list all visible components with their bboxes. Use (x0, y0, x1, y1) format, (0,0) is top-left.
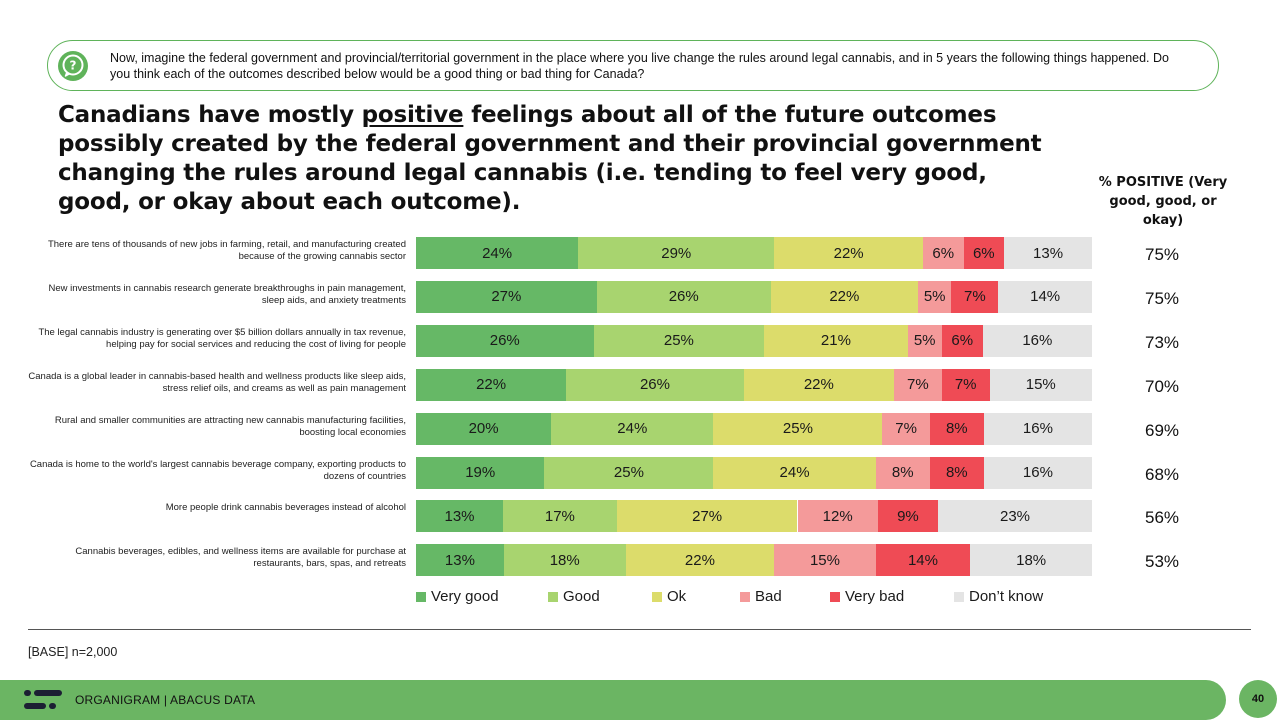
bar-segment-ok: 22% (743, 368, 894, 401)
legend-swatch (954, 591, 964, 602)
bar-segment-don-t-know: 16% (983, 456, 1092, 489)
positive-value: 68% (1144, 464, 1180, 484)
positive-value: 75% (1144, 288, 1180, 308)
legend-label: Ok (667, 588, 687, 605)
bar-segment-good: 18% (503, 544, 626, 577)
bar-segment-don-t-know: 13% (1004, 237, 1092, 269)
row-label: New investments in cannabis research gen… (48, 282, 406, 306)
footer-divider (28, 629, 1251, 630)
bar-segment-very-good: 13% (416, 500, 503, 533)
legend-label: Good (563, 588, 600, 605)
positive-header: % POSITIVE (Very good, good, or okay) (1098, 175, 1228, 228)
legend-item: Very bad (830, 588, 904, 605)
bar-segment-ok: 22% (625, 544, 775, 577)
bar-segment-ok: 22% (770, 280, 918, 313)
bar-segment-good: 26% (566, 368, 744, 401)
question-icon: ? (58, 51, 88, 81)
footer-bar: ORGANIGRAM | ABACUS DATA (0, 680, 1226, 720)
legend-swatch (652, 591, 662, 602)
bar-segment-good: 24% (551, 412, 714, 445)
headline-after: feelings about all of the future outcome… (58, 102, 1042, 215)
legend-item: Good (548, 588, 600, 605)
footer-text: ORGANIGRAM | ABACUS DATA (75, 693, 256, 707)
bar-segment-very-good: 27% (416, 280, 597, 313)
legend-label: Very bad (845, 588, 905, 605)
bar-segment-bad: 5% (907, 324, 942, 357)
positive-value: 73% (1144, 332, 1180, 352)
bar-segment-very-bad: 7% (941, 368, 990, 401)
bar-segment-ok: 27% (616, 500, 798, 533)
bar-segment-ok: 22% (774, 237, 923, 269)
bar-segment-bad: 15% (774, 544, 876, 577)
organigram-logo-icon (24, 690, 62, 709)
positive-value: 53% (1144, 552, 1180, 572)
legend-swatch (740, 591, 750, 602)
legend-item: Ok (652, 588, 686, 605)
positive-value: 69% (1144, 420, 1180, 440)
row-label: Canada is a global leader in cannabis-ba… (28, 370, 406, 394)
bar-segment-bad: 7% (893, 368, 942, 401)
bar-segment-ok: 24% (713, 456, 876, 489)
bar-segment-very-bad: 6% (941, 324, 983, 357)
bar-segment-bad: 7% (882, 412, 930, 445)
headline-emphasis: positive (361, 102, 464, 128)
bar-segment-bad: 8% (875, 456, 930, 489)
legend-label: Don’t know (969, 588, 1044, 605)
row-label: More people drink cannabis beverages ins… (165, 502, 406, 514)
question-box: ? Now, imagine the federal government an… (47, 40, 1219, 91)
bar-segment-very-good: 13% (416, 544, 504, 577)
bar-segment-bad: 5% (917, 280, 952, 313)
legend-label: Very good (431, 588, 499, 605)
row-label: Rural and smaller communities are attrac… (54, 414, 406, 438)
svg-text:?: ? (70, 59, 77, 73)
bar-segment-good: 17% (503, 500, 617, 533)
bar-segment-good: 26% (596, 280, 771, 313)
bar-segment-ok: 25% (713, 412, 883, 445)
bar-segment-very-bad: 9% (877, 500, 939, 533)
row-label: Canada is home to the world's largest ca… (29, 458, 406, 482)
bar-segment-don-t-know: 23% (938, 500, 1092, 533)
bar-segment-don-t-know: 18% (970, 544, 1092, 577)
positive-value: 75% (1144, 245, 1180, 264)
legend-item: Bad (740, 588, 782, 605)
bar-segment-good: 25% (593, 324, 765, 357)
bar-segment-good: 25% (544, 456, 714, 489)
legend-swatch (548, 591, 558, 602)
bar-segment-very-good: 19% (416, 456, 545, 489)
row-label: Cannabis beverages, edibles, and wellnes… (75, 546, 406, 570)
legend-item: Very good (416, 588, 499, 605)
bar-segment-very-bad: 8% (929, 412, 984, 445)
bar-segment-good: 29% (578, 237, 775, 269)
question-text: Now, imagine the federal government and … (110, 51, 1169, 81)
bar-segment-very-good: 26% (416, 324, 594, 357)
legend-label: Bad (755, 588, 782, 605)
headline: Canadians have mostly positive feelings … (58, 101, 1058, 217)
page-number: 40 (1239, 680, 1277, 718)
legend-swatch (416, 591, 426, 602)
row-label: There are tens of thousands of new jobs … (47, 239, 406, 262)
bar-segment-very-good: 20% (416, 412, 552, 445)
positive-value: 56% (1144, 508, 1180, 528)
bar-segment-don-t-know: 16% (982, 324, 1092, 357)
bar-segment-very-good: 24% (416, 237, 579, 269)
bar-segment-very-bad: 7% (951, 280, 999, 313)
bar-segment-very-bad: 8% (929, 456, 984, 489)
bar-segment-bad: 6% (923, 237, 964, 269)
bar-segment-don-t-know: 16% (983, 412, 1092, 445)
legend-swatch (830, 591, 840, 602)
bar-segment-don-t-know: 15% (989, 368, 1092, 401)
bar-segment-ok: 21% (764, 324, 908, 357)
bar-segment-very-bad: 6% (963, 237, 1005, 269)
legend-item: Don’t know (954, 588, 1043, 605)
headline-before: Canadians have mostly (58, 102, 362, 128)
bar-segment-don-t-know: 14% (998, 280, 1092, 313)
bar-segment-very-good: 22% (416, 368, 567, 401)
row-label: The legal cannabis industry is generatin… (38, 326, 406, 350)
positive-value: 70% (1144, 376, 1180, 396)
bar-segment-bad: 12% (797, 500, 878, 533)
base-note: [BASE] n=2,000 (28, 645, 118, 659)
bar-segment-very-bad: 14% (875, 544, 971, 577)
